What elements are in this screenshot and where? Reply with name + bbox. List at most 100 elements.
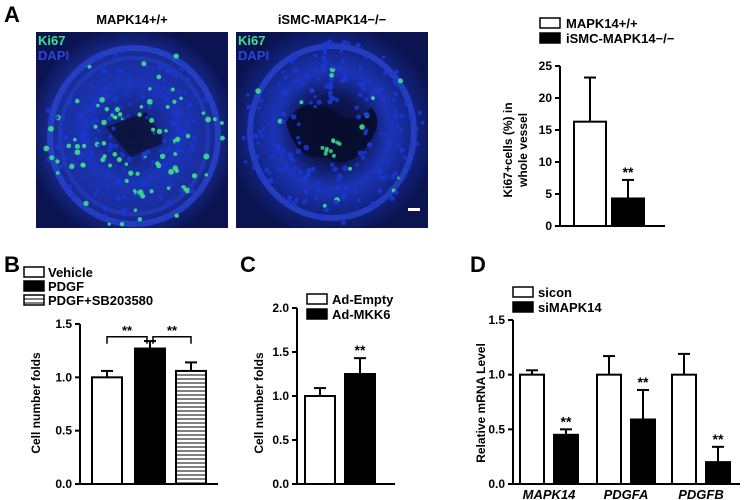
nucleus-dot xyxy=(118,69,123,74)
chart-b-bracket-label: ** xyxy=(122,323,133,338)
nucleus-dot xyxy=(137,112,142,117)
chart-d-x-tick-label: MAPK14 xyxy=(523,487,577,500)
nucleus-dot xyxy=(88,151,94,156)
nucleus-dot xyxy=(322,46,328,52)
chart-b-bar xyxy=(91,376,123,485)
nucleus-dot xyxy=(137,222,142,226)
chart-a-legend-label: iSMC-MAPK14−/− xyxy=(566,31,675,46)
nucleus-dot xyxy=(90,121,95,125)
nucleus-dot xyxy=(301,80,306,85)
nucleus-dot xyxy=(55,171,60,175)
nucleus-dot xyxy=(168,70,174,76)
nucleus-dot xyxy=(102,85,109,92)
chart-b-y-tick-label: 1.5 xyxy=(55,317,72,331)
nucleus-dot xyxy=(390,174,396,180)
nucleus-dot xyxy=(102,206,107,211)
nucleus-dot xyxy=(277,118,283,124)
nucleus-dot xyxy=(175,140,180,146)
nucleus-dot xyxy=(415,141,420,146)
nucleus-dot xyxy=(281,119,286,124)
nucleus-dot xyxy=(280,167,285,172)
nucleus-dot xyxy=(357,92,363,98)
nucleus-dot xyxy=(335,185,341,191)
nucleus-dot xyxy=(348,166,353,171)
nucleus-dot xyxy=(185,133,191,139)
nucleus-dot xyxy=(309,87,315,94)
nucleus-dot xyxy=(77,155,81,159)
nucleus-dot xyxy=(120,210,126,216)
nucleus-dot xyxy=(360,155,366,161)
nucleus-dot xyxy=(149,189,154,194)
nucleus-dot xyxy=(320,145,325,150)
nucleus-dot xyxy=(73,137,77,142)
nucleus-dot xyxy=(173,73,179,79)
nucleus-dot xyxy=(303,174,309,180)
nucleus-dot xyxy=(388,74,393,79)
chart-b-legend-swatch xyxy=(23,266,45,278)
nucleus-dot xyxy=(414,127,419,132)
nucleus-dot xyxy=(297,169,303,175)
nucleus-dot xyxy=(292,166,298,172)
nucleus-dot xyxy=(55,159,60,164)
nucleus-dot xyxy=(270,155,274,159)
chart-cell-number-pdgf: 0.0 0.5 1.0 1.5 Cell number folds ** ** Vehicle… xyxy=(23,265,218,491)
nucleus-dot xyxy=(255,88,261,94)
nucleus-dot xyxy=(313,95,317,99)
nucleus-dot xyxy=(338,66,343,71)
nucleus-dot xyxy=(284,163,288,168)
nucleus-dot xyxy=(111,126,116,131)
nucleus-dot xyxy=(88,107,93,112)
nucleus-dot xyxy=(384,174,389,179)
nucleus-dot xyxy=(402,155,407,160)
nucleus-dot xyxy=(363,111,370,118)
chart-ki67-bar: 0 5 10 15 20 25 Ki67+cells (%) in whole vessel *… xyxy=(501,16,675,233)
nucleus-dot xyxy=(290,114,297,120)
nucleus-dot xyxy=(280,92,284,96)
nucleus-dot xyxy=(189,144,196,150)
nucleus-dot xyxy=(127,156,133,162)
nucleus-dot xyxy=(257,106,261,110)
nucleus-dot xyxy=(329,73,335,78)
chart-d-bar xyxy=(596,373,622,485)
nucleus-dot xyxy=(317,188,321,192)
nucleus-dot xyxy=(119,151,124,156)
nucleus-dot xyxy=(96,103,100,108)
nucleus-dot xyxy=(104,93,110,100)
nucleus-dot xyxy=(137,217,143,222)
nucleus-dot xyxy=(391,98,396,102)
nucleus-dot xyxy=(291,158,296,163)
nucleus-dot xyxy=(251,166,256,170)
nucleus-dot xyxy=(45,108,51,114)
nucleus-dot xyxy=(81,163,86,168)
nucleus-dot xyxy=(83,137,88,142)
nucleus-dot xyxy=(363,55,368,60)
nucleus-dot xyxy=(328,149,333,154)
nucleus-dot xyxy=(300,83,304,88)
nucleus-dot xyxy=(322,203,327,208)
nucleus-dot xyxy=(191,135,198,141)
nucleus-dot xyxy=(382,70,388,76)
nucleus-dot xyxy=(201,111,206,115)
nucleus-dot xyxy=(149,117,155,123)
chart-b-bar xyxy=(134,347,166,485)
nucleus-dot xyxy=(395,124,400,130)
nucleus-dot xyxy=(406,165,411,170)
nucleus-dot xyxy=(140,94,146,100)
nucleus-dot xyxy=(173,53,179,59)
nucleus-dot xyxy=(186,119,190,124)
nucleus-dot xyxy=(172,99,177,104)
panel-letter-d: D xyxy=(470,252,486,277)
nucleus-dot xyxy=(377,188,383,194)
nucleus-dot xyxy=(160,147,165,152)
nucleus-dot xyxy=(157,64,163,71)
nucleus-dot xyxy=(303,144,310,151)
nucleus-dot xyxy=(258,173,265,180)
chart-c-y-tick-label: 0.0 xyxy=(272,477,289,491)
nucleus-dot xyxy=(336,177,340,182)
nucleus-dot xyxy=(197,76,202,81)
nucleus-dot xyxy=(144,220,149,226)
chart-b-bracket xyxy=(152,336,192,344)
nucleus-dot xyxy=(341,195,346,200)
nucleus-dot xyxy=(354,105,359,110)
nucleus-dot xyxy=(364,97,369,102)
